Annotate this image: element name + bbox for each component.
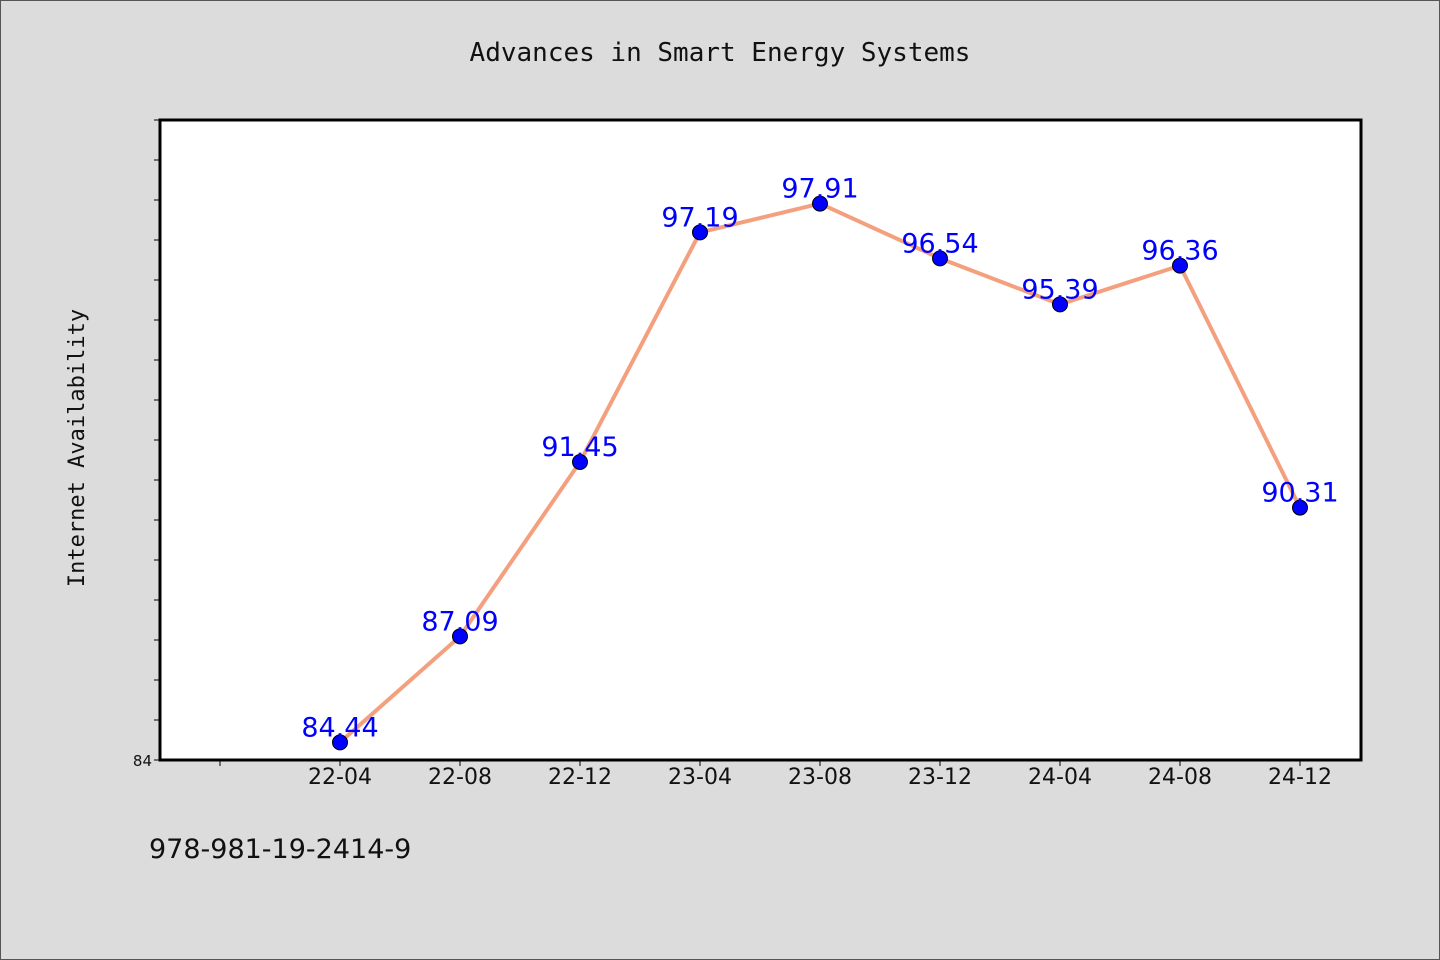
data-label: 95.39 <box>1021 274 1098 305</box>
data-label: 90.31 <box>1261 478 1338 509</box>
x-axis-ticks: 22-04 22-08 22-12 23-04 23-08 23-12 24-04 24-08… <box>219 760 1332 790</box>
y-tick-label: 84 <box>133 752 152 770</box>
x-tick-label: 24-12 <box>1268 765 1332 790</box>
data-label: 84.44 <box>301 712 378 743</box>
data-label: 96.54 <box>901 228 978 259</box>
x-tick-label: 23-04 <box>668 765 732 790</box>
plot-area <box>158 118 1363 762</box>
data-point <box>452 628 468 645</box>
x-tick-label: 23-08 <box>788 765 852 790</box>
x-tick-label: 24-04 <box>1028 765 1092 790</box>
data-label: 87.09 <box>421 606 498 637</box>
data-point <box>932 250 948 267</box>
isbn-text: 978-981-19-2414-9 <box>149 834 412 865</box>
chart-title: Advances in Smart Energy Systems <box>470 38 971 68</box>
data-point <box>1052 296 1068 313</box>
y-axis-ticks: 84 <box>133 119 160 770</box>
x-tick-label: 22-04 <box>308 765 372 790</box>
data-point <box>1172 257 1188 274</box>
data-label: 96.36 <box>1141 236 1218 267</box>
x-tick-label: 24-08 <box>1148 765 1212 790</box>
x-tick-label: 22-12 <box>548 765 612 790</box>
data-point <box>692 224 708 241</box>
data-point <box>1292 499 1308 516</box>
data-point <box>812 195 828 212</box>
y-axis-label: Internet Availability <box>65 309 90 587</box>
x-tick-label: 22-08 <box>428 765 492 790</box>
data-point <box>572 454 588 470</box>
data-label: 97.91 <box>781 174 858 205</box>
x-tick-label: 23-12 <box>908 765 972 790</box>
data-label: 97.19 <box>661 202 738 233</box>
data-point <box>332 734 348 751</box>
data-label: 91.45 <box>541 432 618 463</box>
series-layer: 84.44 87.09 91.45 97.19 97.91 96.54 95.39 96.36… <box>301 174 1339 751</box>
